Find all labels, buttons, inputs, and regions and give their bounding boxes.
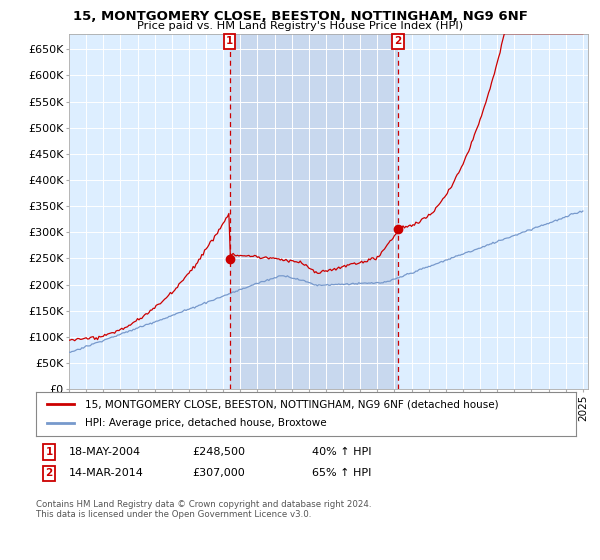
Text: HPI: Average price, detached house, Broxtowe: HPI: Average price, detached house, Brox… [85,418,326,428]
Text: 1: 1 [46,447,53,457]
Text: 14-MAR-2014: 14-MAR-2014 [69,468,144,478]
Text: 40% ↑ HPI: 40% ↑ HPI [312,447,371,457]
Text: 1: 1 [226,36,233,46]
Text: Contains HM Land Registry data © Crown copyright and database right 2024.
This d: Contains HM Land Registry data © Crown c… [36,500,371,519]
Bar [230,34,398,389]
Text: £307,000: £307,000 [192,468,245,478]
Text: 65% ↑ HPI: 65% ↑ HPI [312,468,371,478]
Text: 18-MAY-2004: 18-MAY-2004 [69,447,141,457]
Text: £248,500: £248,500 [192,447,245,457]
Text: 2: 2 [46,468,53,478]
Text: Price paid vs. HM Land Registry's House Price Index (HPI): Price paid vs. HM Land Registry's House … [137,21,463,31]
Text: 15, MONTGOMERY CLOSE, BEESTON, NOTTINGHAM, NG9 6NF (detached house): 15, MONTGOMERY CLOSE, BEESTON, NOTTINGHA… [85,399,498,409]
Text: 15, MONTGOMERY CLOSE, BEESTON, NOTTINGHAM, NG9 6NF: 15, MONTGOMERY CLOSE, BEESTON, NOTTINGHA… [73,10,527,22]
Text: 2: 2 [394,36,401,46]
